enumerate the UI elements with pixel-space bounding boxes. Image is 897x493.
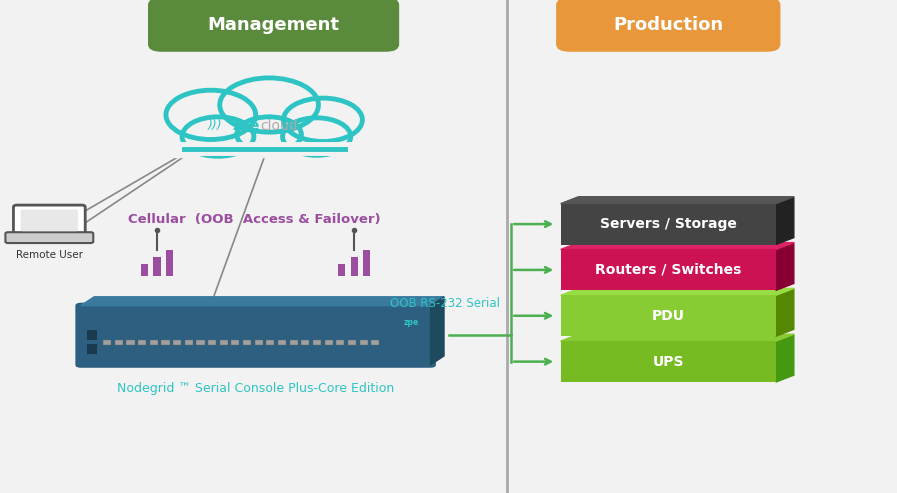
- Bar: [103, 340, 111, 345]
- Bar: [17, 232, 82, 235]
- Circle shape: [182, 117, 254, 156]
- Text: PDU: PDU: [652, 309, 684, 323]
- FancyBboxPatch shape: [148, 0, 399, 52]
- Text: Management: Management: [207, 16, 340, 34]
- Bar: [561, 249, 776, 290]
- Text: zpe: zpe: [232, 119, 260, 133]
- Bar: [278, 340, 286, 345]
- Bar: [141, 264, 148, 276]
- Polygon shape: [81, 297, 444, 306]
- Polygon shape: [561, 334, 794, 341]
- Text: Remote User: Remote User: [16, 250, 83, 260]
- FancyBboxPatch shape: [5, 232, 93, 243]
- Bar: [338, 264, 345, 276]
- Polygon shape: [776, 243, 794, 290]
- Text: Nodegrid ™ Serial Console Plus-Core Edition: Nodegrid ™ Serial Console Plus-Core Edit…: [117, 382, 395, 395]
- Bar: [161, 340, 170, 345]
- Text: Production: Production: [614, 16, 723, 34]
- Bar: [138, 340, 146, 345]
- Bar: [266, 340, 274, 345]
- Polygon shape: [431, 297, 444, 365]
- Bar: [115, 340, 123, 345]
- Polygon shape: [776, 288, 794, 336]
- Bar: [561, 341, 776, 382]
- Bar: [561, 204, 776, 245]
- FancyBboxPatch shape: [170, 125, 360, 158]
- Polygon shape: [561, 197, 794, 204]
- Polygon shape: [561, 288, 794, 295]
- Bar: [363, 250, 370, 276]
- Bar: [371, 340, 379, 345]
- Bar: [313, 340, 321, 345]
- Bar: [150, 340, 158, 345]
- Circle shape: [237, 117, 301, 152]
- Bar: [336, 340, 344, 345]
- Text: zpe: zpe: [403, 317, 419, 327]
- Bar: [255, 340, 263, 345]
- Bar: [290, 340, 298, 345]
- FancyBboxPatch shape: [21, 210, 78, 231]
- Polygon shape: [776, 334, 794, 382]
- Bar: [196, 340, 205, 345]
- FancyBboxPatch shape: [556, 0, 780, 52]
- Bar: [208, 340, 216, 345]
- Text: Routers / Switches: Routers / Switches: [595, 263, 742, 277]
- Bar: [173, 340, 181, 345]
- Text: cloud: cloud: [260, 119, 298, 133]
- Bar: [561, 295, 776, 336]
- Text: UPS: UPS: [652, 354, 684, 369]
- Circle shape: [166, 90, 256, 140]
- Polygon shape: [561, 243, 794, 249]
- Bar: [231, 340, 239, 345]
- Bar: [351, 257, 358, 276]
- Text: OOB RS-232 Serial: OOB RS-232 Serial: [389, 297, 500, 310]
- Bar: [185, 340, 193, 345]
- Text: Servers / Storage: Servers / Storage: [600, 217, 736, 231]
- Bar: [301, 340, 309, 345]
- Circle shape: [283, 98, 362, 141]
- Bar: [360, 340, 368, 345]
- Text: ))): ))): [208, 119, 222, 132]
- Bar: [348, 340, 356, 345]
- Bar: [325, 340, 333, 345]
- Circle shape: [220, 78, 318, 132]
- Bar: [87, 344, 97, 354]
- Polygon shape: [776, 197, 794, 245]
- Bar: [87, 330, 97, 340]
- Bar: [153, 257, 161, 276]
- Circle shape: [283, 118, 351, 155]
- Text: Cellular  (OOB  Access & Failover): Cellular (OOB Access & Failover): [127, 213, 380, 226]
- FancyBboxPatch shape: [75, 303, 436, 368]
- Bar: [126, 340, 135, 345]
- FancyBboxPatch shape: [13, 205, 85, 235]
- Bar: [166, 250, 173, 276]
- Bar: [220, 340, 228, 345]
- Bar: [243, 340, 251, 345]
